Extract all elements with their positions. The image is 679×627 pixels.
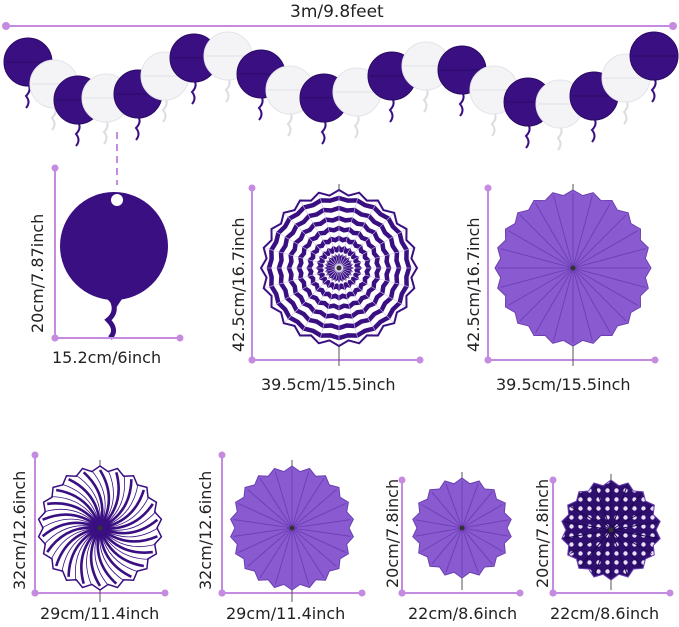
garland-length-dimension: [2, 22, 677, 30]
dimension-line: [549, 589, 674, 597]
dimension-lines: [31, 164, 674, 597]
purple-fan-small-height-label: 20cm/7.8inch: [383, 478, 402, 588]
garland-balloon: [629, 31, 679, 103]
purple-fan-medium-width-label: 29cm/11.4inch: [226, 604, 346, 623]
purple-fan-large-width-label: 39.5cm/15.5inch: [496, 375, 631, 394]
purple-fan-small-width-label: 22cm/8.6inch: [408, 604, 518, 623]
swirl-fan-medium-height-label: 32cm/12.6inch: [10, 470, 29, 590]
balloon-cutout: [60, 192, 168, 340]
balloon-width-label: 15.2cm/6inch: [52, 348, 162, 367]
dimension-line: [248, 356, 424, 364]
striped-fan-large: [259, 184, 419, 366]
dimension-line: [51, 164, 59, 342]
dimension-line: [248, 184, 256, 364]
polka-fan-small-height-label: 20cm/7.8inch: [533, 478, 552, 588]
dimension-line: [484, 356, 659, 364]
balloon-height-label: 20cm/7.87inch: [28, 213, 47, 333]
garland-length-label: 3m/9.8feet: [290, 2, 384, 22]
dimension-line: [398, 589, 524, 597]
purple-fan-large: [494, 184, 652, 366]
balloon-garland: [3, 31, 679, 151]
dimension-line: [218, 451, 226, 597]
polka-fan-small: [561, 474, 661, 590]
polka-fan-small-width-label: 22cm/8.6inch: [550, 604, 660, 623]
swirl-fan-medium-width-label: 29cm/11.4inch: [40, 604, 160, 623]
dimension-line: [31, 451, 39, 597]
purple-fan-medium-height-label: 32cm/12.6inch: [196, 470, 215, 590]
purple-fan-large-height-label: 42.5cm/16.7inch: [464, 217, 483, 352]
paper-fans: [37, 184, 661, 602]
swirl-fan-medium: [37, 460, 163, 602]
purple-fan-medium: [229, 460, 355, 602]
dimension-line: [484, 184, 492, 364]
purple-fan-small: [412, 472, 512, 590]
striped-fan-large-height-label: 42.5cm/16.7inch: [229, 217, 248, 352]
dimension-line: [51, 334, 184, 342]
striped-fan-large-width-label: 39.5cm/15.5inch: [261, 375, 396, 394]
